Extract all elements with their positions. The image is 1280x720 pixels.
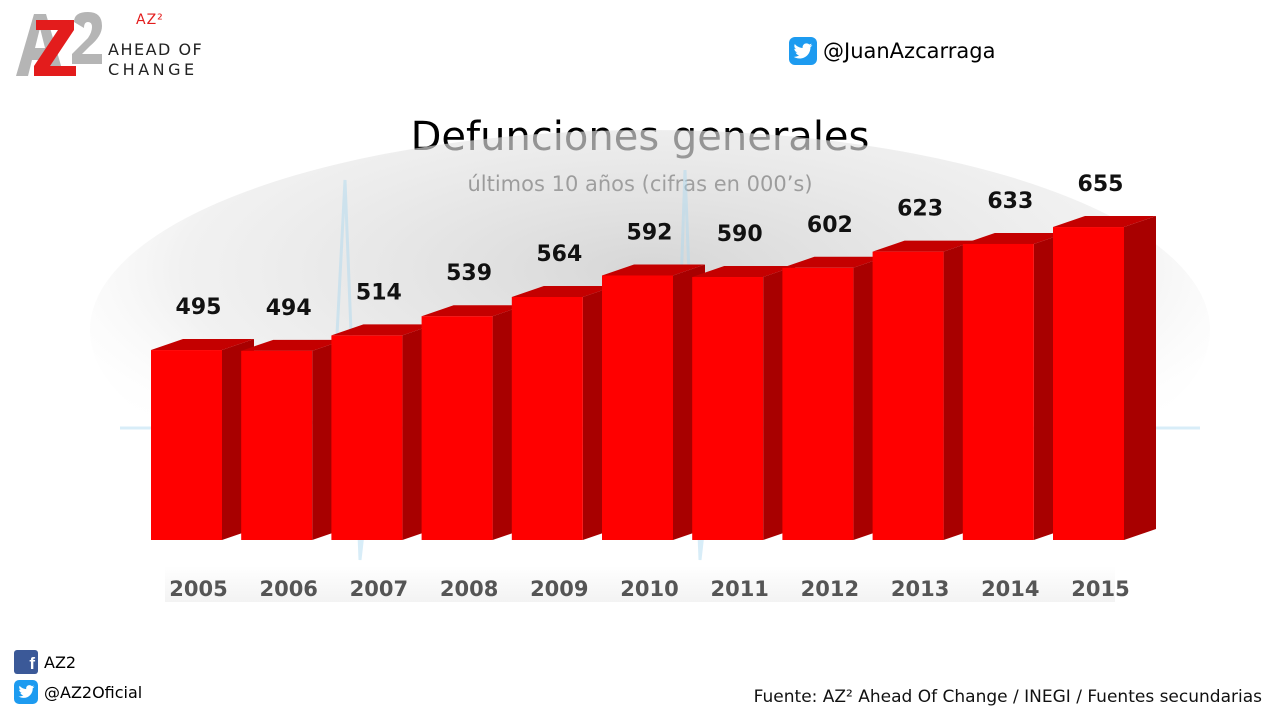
category-label: 2011 [710,577,768,601]
bar-2007 [331,324,435,540]
value-label: 495 [176,295,222,320]
value-label: 564 [536,242,582,267]
category-label: 2010 [620,577,678,601]
source-note: Fuente: AZ² Ahead Of Change / INEGI / Fu… [753,687,1262,707]
facebook-icon: f [14,650,38,674]
value-label: 590 [717,222,763,247]
twitter-icon [789,37,817,65]
category-axis-band [165,566,1115,602]
category-label: 2006 [259,577,317,601]
facebook-label: AZ2 [44,652,77,672]
bar-2010 [602,264,705,540]
brand-tagline-line2: CHANGE [108,60,198,79]
category-label: 2008 [440,577,498,601]
az2-logo-mark [16,12,102,76]
footer-twitter[interactable]: @AZ2Oficial [14,680,142,704]
bar-2008 [421,305,525,540]
header-twitter-handle[interactable]: @JuanAzcarraga [789,37,995,65]
bar-2005 [151,339,254,540]
category-label: 2005 [169,577,227,601]
category-label: 2012 [801,577,859,601]
bar-2012 [782,256,886,540]
bar-2013 [872,240,976,540]
brand-tagline-line1: AHEAD OF [108,40,204,59]
value-label: 623 [897,197,943,222]
twitter-icon [14,680,38,704]
value-label: 602 [807,213,853,238]
twitter-handle-text: @JuanAzcarraga [823,39,996,63]
bar-2015 [1053,216,1156,540]
value-label: 633 [987,189,1033,214]
value-label: 539 [446,261,492,286]
bar-2014 [962,232,1066,541]
value-label: 592 [627,220,673,245]
value-label: 514 [356,280,402,305]
brand-superscript: AZ² [136,12,164,28]
category-label: 2009 [530,577,588,601]
brand-logo: AZ² AHEAD OF CHANGE [12,10,212,80]
footer-facebook[interactable]: f AZ2 [14,650,76,674]
category-label: 2013 [891,577,949,601]
bar-2009 [511,285,615,540]
value-label: 494 [266,296,312,321]
twitter-footer-label: @AZ2Oficial [44,682,143,702]
bar-2011 [692,266,796,540]
category-label: 2014 [981,577,1039,601]
category-label: 2015 [1071,577,1129,601]
category-label: 2007 [350,577,408,601]
bar-2006 [241,339,345,540]
value-label: 655 [1078,172,1124,197]
